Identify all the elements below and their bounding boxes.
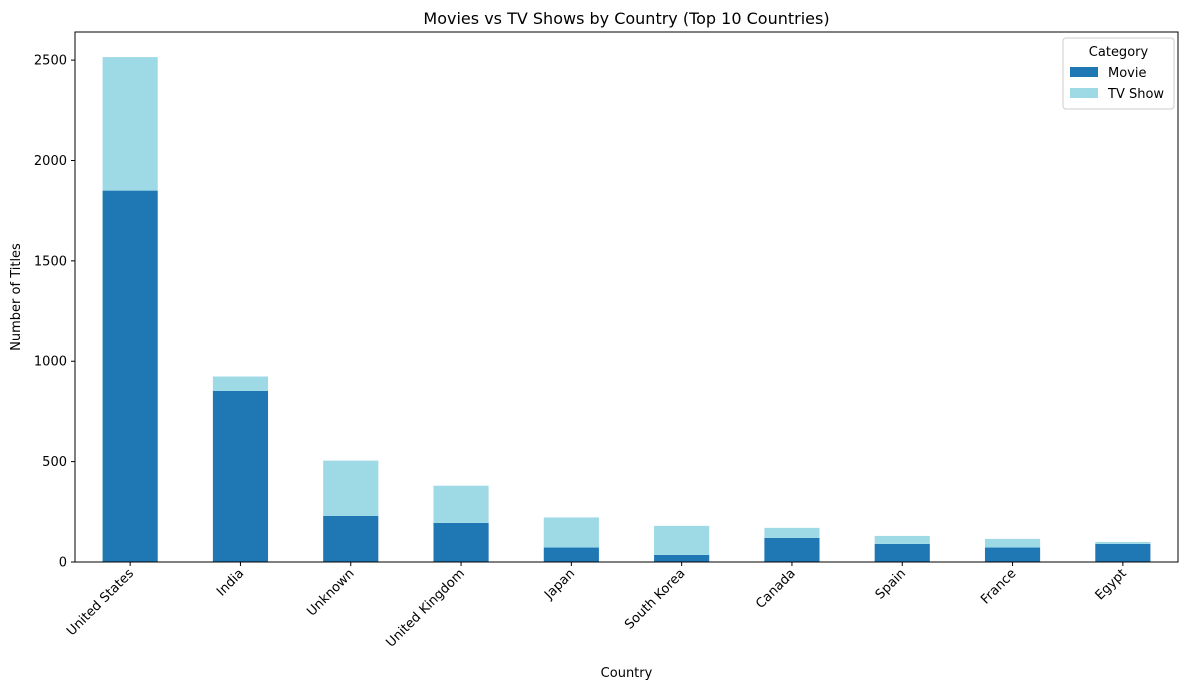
bar-tv-show-egypt [1095, 541, 1151, 544]
bar-tv-show-spain [874, 535, 930, 544]
x-tick-label-south-korea: South Korea [622, 566, 688, 632]
bar-tv-show-unknown [323, 460, 379, 516]
bar-tv-show-united-states [102, 57, 158, 191]
bar-movie-egypt [1095, 543, 1151, 562]
axes-frame [74, 31, 1179, 563]
x-tick-label-canada: Canada [753, 566, 799, 612]
bar-tv-show-india [212, 376, 269, 391]
bar-tv-show-france [984, 538, 1041, 548]
legend-title: Category [1089, 45, 1149, 60]
bar-tv-show-japan [543, 517, 599, 548]
bar-movie-united-kingdom [433, 522, 489, 562]
bar-movie-south-korea [654, 554, 710, 562]
bar-tv-show-united-kingdom [433, 485, 489, 523]
x-tick-label-japan: Japan [541, 566, 578, 603]
bar-movie-spain [874, 543, 930, 562]
bar-tv-show-south-korea [654, 525, 710, 555]
bar-movie-japan [543, 547, 599, 562]
bar-movie-canada [764, 537, 820, 562]
x-tick-label-united-states: United States [64, 566, 137, 639]
x-axis-label: Country [601, 666, 653, 681]
x-tick-label-india: India [214, 566, 247, 599]
bar-movie-united-states [102, 190, 158, 562]
y-tick-label: 1000 [34, 355, 67, 370]
x-tick-label-united-kingdom: United Kingdom [383, 566, 467, 650]
y-tick-label: 0 [59, 556, 67, 571]
legend-swatch-tv-show [1070, 88, 1098, 98]
plot-area: 0 500 1000 1500 2000 2500 United States India Un… [34, 31, 1179, 651]
legend: Category Movie TV Show [1062, 37, 1175, 110]
legend-swatch-movie [1070, 67, 1098, 77]
legend-label-tv-show: TV Show [1107, 87, 1164, 102]
x-tick-label-unknown: Unknown [304, 566, 357, 619]
bar-movie-france [984, 547, 1041, 562]
y-axis-label: Number of Titles [9, 243, 24, 351]
bar-movie-india [212, 390, 269, 562]
x-tick-label-france: France [978, 566, 1019, 607]
x-tick-label-egypt: Egypt [1093, 566, 1130, 603]
y-tick-label: 2000 [34, 154, 67, 169]
y-tick-label: 1500 [34, 254, 67, 269]
y-tick-label: 500 [42, 455, 67, 470]
x-tick-label-spain: Spain [873, 566, 909, 602]
y-tick-label: 2500 [34, 54, 67, 69]
bar-tv-show-canada [764, 527, 820, 538]
bar-movie-unknown [323, 515, 379, 562]
chart-title: Movies vs TV Shows by Country (Top 10 Co… [423, 9, 829, 28]
legend-label-movie: Movie [1108, 66, 1146, 81]
